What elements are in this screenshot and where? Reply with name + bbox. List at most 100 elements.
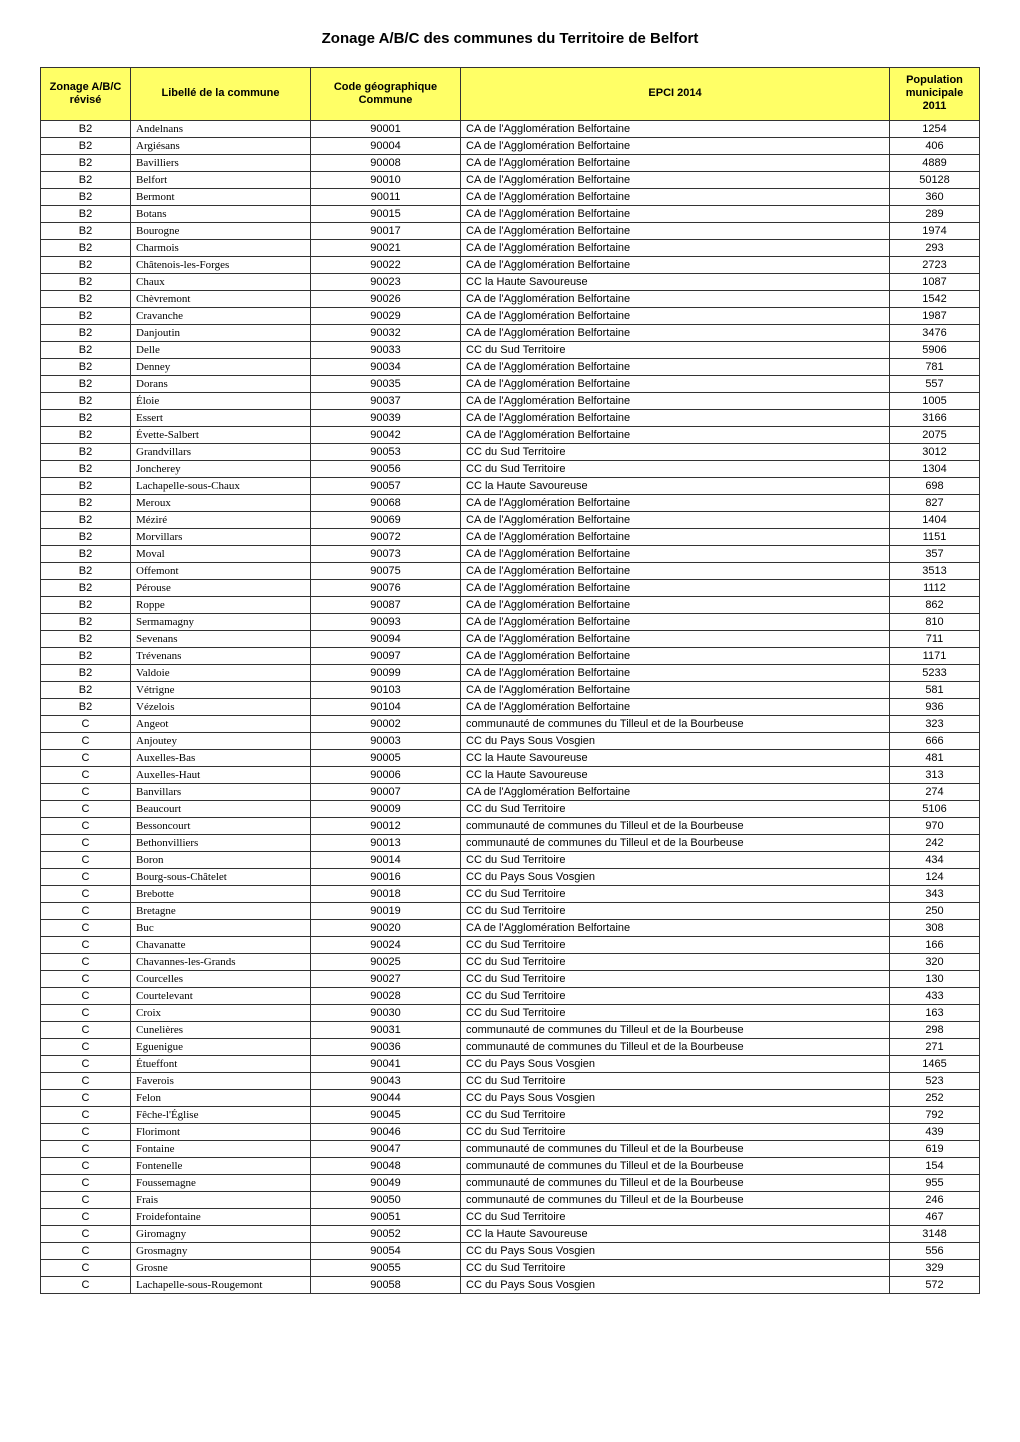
cell-libelle: Bourogne (131, 222, 311, 239)
cell-epci: CA de l'Agglomération Belfortaine (461, 579, 890, 596)
cell-code: 90033 (311, 341, 461, 358)
cell-code: 90001 (311, 120, 461, 137)
cell-code: 90041 (311, 1055, 461, 1072)
cell-code: 90053 (311, 443, 461, 460)
cell-zonage: B2 (41, 664, 131, 681)
cell-pop: 5906 (890, 341, 980, 358)
cell-zonage: C (41, 1123, 131, 1140)
table-row: B2Morvillars90072CA de l'Agglomération B… (41, 528, 980, 545)
cell-libelle: Cravanche (131, 307, 311, 324)
cell-epci: CA de l'Agglomération Belfortaine (461, 562, 890, 579)
cell-epci: CC la Haute Savoureuse (461, 1225, 890, 1242)
table-header-row: Zonage A/B/C révisé Libellé de la commun… (41, 68, 980, 121)
cell-code: 90052 (311, 1225, 461, 1242)
cell-code: 90010 (311, 171, 461, 188)
cell-libelle: Étueffont (131, 1055, 311, 1072)
cell-code: 90013 (311, 834, 461, 851)
cell-code: 90002 (311, 715, 461, 732)
table-row: B2Charmois90021CA de l'Agglomération Bel… (41, 239, 980, 256)
cell-code: 90051 (311, 1208, 461, 1225)
cell-code: 90017 (311, 222, 461, 239)
cell-libelle: Buc (131, 919, 311, 936)
table-row: B2Moval90073CA de l'Agglomération Belfor… (41, 545, 980, 562)
cell-zonage: B2 (41, 681, 131, 698)
table-row: CAngeot90002communauté de communes du Ti… (41, 715, 980, 732)
table-row: CFaverois90043CC du Sud Territoire523 (41, 1072, 980, 1089)
cell-pop: 3166 (890, 409, 980, 426)
cell-zonage: C (41, 1021, 131, 1038)
cell-zonage: C (41, 885, 131, 902)
cell-pop: 329 (890, 1259, 980, 1276)
cell-pop: 1304 (890, 460, 980, 477)
table-row: CChavannes-les-Grands90025CC du Sud Terr… (41, 953, 980, 970)
col-header-epci: EPCI 2014 (461, 68, 890, 121)
cell-code: 90036 (311, 1038, 461, 1055)
cell-code: 90049 (311, 1174, 461, 1191)
table-row: B2Vézelois90104CA de l'Agglomération Bel… (41, 698, 980, 715)
table-row: CCroix90030CC du Sud Territoire163 (41, 1004, 980, 1021)
table-row: CBourg-sous-Châtelet90016CC du Pays Sous… (41, 868, 980, 885)
table-row: CFontaine90047communauté de communes du … (41, 1140, 980, 1157)
cell-code: 90048 (311, 1157, 461, 1174)
cell-pop: 970 (890, 817, 980, 834)
cell-epci: CC du Sud Territoire (461, 1208, 890, 1225)
cell-epci: CA de l'Agglomération Belfortaine (461, 647, 890, 664)
cell-pop: 360 (890, 188, 980, 205)
cell-pop: 343 (890, 885, 980, 902)
cell-pop: 619 (890, 1140, 980, 1157)
cell-epci: CA de l'Agglomération Belfortaine (461, 154, 890, 171)
cell-libelle: Charmois (131, 239, 311, 256)
table-row: B2Bavilliers90008CA de l'Agglomération B… (41, 154, 980, 171)
cell-libelle: Banvillars (131, 783, 311, 800)
cell-zonage: C (41, 715, 131, 732)
table-row: B2Andelnans90001CA de l'Agglomération Be… (41, 120, 980, 137)
cell-zonage: C (41, 783, 131, 800)
table-row: B2Pérouse90076CA de l'Agglomération Belf… (41, 579, 980, 596)
cell-code: 90032 (311, 324, 461, 341)
cell-pop: 166 (890, 936, 980, 953)
table-row: CBrebotte90018CC du Sud Territoire343 (41, 885, 980, 902)
cell-code: 90094 (311, 630, 461, 647)
cell-code: 90028 (311, 987, 461, 1004)
cell-libelle: Vézelois (131, 698, 311, 715)
cell-code: 90020 (311, 919, 461, 936)
cell-epci: CC du Pays Sous Vosgien (461, 868, 890, 885)
cell-code: 90014 (311, 851, 461, 868)
cell-epci: CA de l'Agglomération Belfortaine (461, 426, 890, 443)
cell-epci: CA de l'Agglomération Belfortaine (461, 681, 890, 698)
cell-pop: 1087 (890, 273, 980, 290)
cell-epci: communauté de communes du Tilleul et de … (461, 715, 890, 732)
cell-epci: CC du Sud Territoire (461, 1072, 890, 1089)
cell-libelle: Andelnans (131, 120, 311, 137)
table-row: B2Cravanche90029CA de l'Agglomération Be… (41, 307, 980, 324)
cell-zonage: C (41, 987, 131, 1004)
cell-libelle: Moval (131, 545, 311, 562)
cell-epci: CA de l'Agglomération Belfortaine (461, 375, 890, 392)
cell-epci: CA de l'Agglomération Belfortaine (461, 324, 890, 341)
cell-pop: 3148 (890, 1225, 980, 1242)
table-row: CFêche-l'Église90045CC du Sud Territoire… (41, 1106, 980, 1123)
table-row: B2Éloie90037CA de l'Agglomération Belfor… (41, 392, 980, 409)
cell-libelle: Fêche-l'Église (131, 1106, 311, 1123)
table-row: B2Botans90015CA de l'Agglomération Belfo… (41, 205, 980, 222)
cell-code: 90047 (311, 1140, 461, 1157)
cell-code: 90056 (311, 460, 461, 477)
table-row: CBeaucourt90009CC du Sud Territoire5106 (41, 800, 980, 817)
table-row: B2Châtenois-les-Forges90022CA de l'Agglo… (41, 256, 980, 273)
cell-zonage: C (41, 1174, 131, 1191)
cell-libelle: Grosne (131, 1259, 311, 1276)
cell-code: 90021 (311, 239, 461, 256)
cell-pop: 2723 (890, 256, 980, 273)
cell-code: 90072 (311, 528, 461, 545)
cell-zonage: B2 (41, 477, 131, 494)
table-row: CAnjoutey90003CC du Pays Sous Vosgien666 (41, 732, 980, 749)
table-row: CEguenigue90036communauté de communes du… (41, 1038, 980, 1055)
table-row: B2Argiésans90004CA de l'Agglomération Be… (41, 137, 980, 154)
cell-pop: 581 (890, 681, 980, 698)
cell-libelle: Méziré (131, 511, 311, 528)
table-row: B2Chaux90023CC la Haute Savoureuse1087 (41, 273, 980, 290)
cell-libelle: Chavannes-les-Grands (131, 953, 311, 970)
cell-code: 90044 (311, 1089, 461, 1106)
table-row: CAuxelles-Bas90005CC la Haute Savoureuse… (41, 749, 980, 766)
communes-table: Zonage A/B/C révisé Libellé de la commun… (40, 67, 980, 1294)
